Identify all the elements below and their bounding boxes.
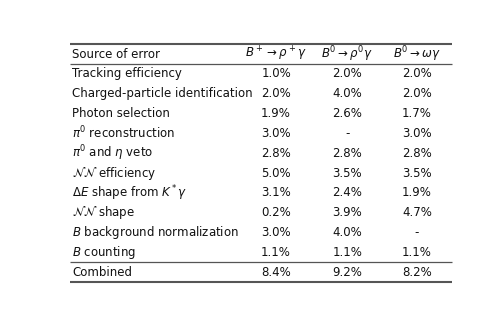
Text: 2.0%: 2.0% <box>402 87 432 100</box>
Text: 2.8%: 2.8% <box>402 147 432 160</box>
Text: 4.0%: 4.0% <box>333 87 362 100</box>
Text: 3.1%: 3.1% <box>261 186 291 199</box>
Text: 3.0%: 3.0% <box>402 127 432 140</box>
Text: 9.2%: 9.2% <box>332 266 362 279</box>
Text: $B^0 \to \omega\gamma$: $B^0 \to \omega\gamma$ <box>393 44 441 64</box>
Text: 2.0%: 2.0% <box>261 87 291 100</box>
Text: 3.5%: 3.5% <box>402 167 432 180</box>
Text: -: - <box>415 226 419 239</box>
Text: 3.0%: 3.0% <box>261 127 291 140</box>
Text: 1.1%: 1.1% <box>332 246 362 259</box>
Text: 2.8%: 2.8% <box>261 147 291 160</box>
Text: 3.9%: 3.9% <box>333 206 362 219</box>
Text: 1.9%: 1.9% <box>261 107 291 120</box>
Text: Charged-particle identification: Charged-particle identification <box>73 87 253 100</box>
Text: 0.2%: 0.2% <box>261 206 291 219</box>
Text: $B^0 \to \rho^0\gamma$: $B^0 \to \rho^0\gamma$ <box>321 44 373 64</box>
Text: Combined: Combined <box>73 266 133 279</box>
Text: 1.0%: 1.0% <box>261 68 291 80</box>
Text: Tracking efficiency: Tracking efficiency <box>73 68 182 80</box>
Text: $\mathcal{N}\mathcal{N}$ shape: $\mathcal{N}\mathcal{N}$ shape <box>73 204 136 221</box>
Text: Source of error: Source of error <box>73 47 160 61</box>
Text: 8.4%: 8.4% <box>261 266 291 279</box>
Text: 2.0%: 2.0% <box>333 68 362 80</box>
Text: 4.7%: 4.7% <box>402 206 432 219</box>
Text: $\Delta E$ shape from $K^*\gamma$: $\Delta E$ shape from $K^*\gamma$ <box>73 183 188 203</box>
Text: $\pi^0$ reconstruction: $\pi^0$ reconstruction <box>73 125 175 142</box>
Text: Photon selection: Photon selection <box>73 107 170 120</box>
Text: 2.4%: 2.4% <box>332 186 362 199</box>
Text: 1.9%: 1.9% <box>402 186 432 199</box>
Text: $\pi^0$ and $\eta$ veto: $\pi^0$ and $\eta$ veto <box>73 143 154 163</box>
Text: $B$ background normalization: $B$ background normalization <box>73 224 239 241</box>
Text: 2.0%: 2.0% <box>402 68 432 80</box>
Text: 1.1%: 1.1% <box>402 246 432 259</box>
Text: 8.2%: 8.2% <box>402 266 432 279</box>
Text: -: - <box>345 127 349 140</box>
Text: 5.0%: 5.0% <box>261 167 291 180</box>
Text: 1.7%: 1.7% <box>402 107 432 120</box>
Text: $\mathcal{N}\mathcal{N}$ efficiency: $\mathcal{N}\mathcal{N}$ efficiency <box>73 164 157 182</box>
Text: 2.8%: 2.8% <box>333 147 362 160</box>
Text: 4.0%: 4.0% <box>333 226 362 239</box>
Text: $B^+ \to \rho^+\gamma$: $B^+ \to \rho^+\gamma$ <box>245 45 307 63</box>
Text: 3.5%: 3.5% <box>333 167 362 180</box>
Text: 3.0%: 3.0% <box>261 226 291 239</box>
Text: 1.1%: 1.1% <box>261 246 291 259</box>
Text: $B$ counting: $B$ counting <box>73 244 137 261</box>
Text: 2.6%: 2.6% <box>332 107 362 120</box>
